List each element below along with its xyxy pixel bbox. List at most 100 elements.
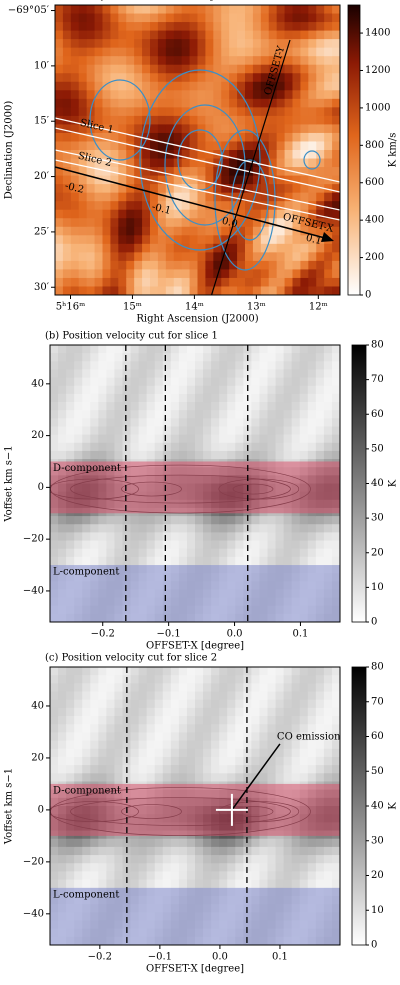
image-cell: [146, 402, 156, 411]
image-cell: [122, 385, 132, 395]
image-cell: [203, 548, 212, 558]
image-cell: [170, 548, 180, 558]
image-cell: [205, 39, 214, 49]
image-cell: [173, 22, 183, 32]
image-cell: [142, 286, 151, 295]
image-cell: [186, 716, 196, 725]
image-cell: [235, 540, 244, 550]
image-cell: [237, 252, 246, 262]
image-cell: [213, 107, 222, 117]
image-cell: [229, 277, 238, 287]
image-cell: [118, 81, 127, 91]
image-cell: [284, 98, 293, 108]
image-cell: [203, 450, 212, 460]
image-cell: [267, 532, 277, 542]
image-cell: [110, 286, 119, 295]
image-cell: [331, 385, 340, 395]
image-cell: [299, 756, 309, 766]
image-cell: [245, 47, 254, 57]
image-cell: [260, 192, 270, 202]
image-cell: [251, 393, 260, 403]
image-cell: [315, 846, 325, 856]
image-cell: [122, 524, 132, 533]
image-cell: [316, 141, 325, 151]
image-cell: [162, 765, 172, 774]
image-cell: [229, 39, 238, 49]
image-cell: [142, 150, 151, 160]
image-cell: [259, 846, 268, 856]
image-cell: [110, 260, 119, 270]
image-cell: [86, 81, 96, 91]
image-cell: [251, 879, 260, 889]
image-cell: [150, 81, 159, 91]
image-cell: [70, 115, 80, 125]
image-cell: [58, 748, 67, 758]
image-cell: [165, 277, 175, 287]
image-cell: [106, 524, 115, 533]
image-cell: [181, 141, 191, 151]
image-cell: [78, 201, 88, 211]
image-cell: [323, 434, 333, 444]
image-cell: [74, 532, 83, 542]
image-cell: [324, 260, 333, 270]
image-cell: [186, 724, 196, 733]
image-cell: [276, 252, 286, 262]
image-cell: [332, 115, 340, 125]
image-cell: [74, 353, 83, 362]
image-cell: [195, 450, 204, 460]
image-cell: [245, 81, 254, 91]
x-tick-label: 0.0: [227, 629, 243, 640]
image-cell: [205, 141, 214, 151]
image-cell: [237, 73, 246, 83]
image-cell: [154, 353, 164, 362]
image-cell: [150, 150, 159, 160]
image-cell: [307, 442, 317, 452]
image-cell: [307, 377, 317, 387]
image-cell: [94, 90, 103, 100]
image-cell: [170, 691, 180, 701]
image-cell: [245, 30, 254, 40]
image-cell: [82, 369, 91, 379]
image-cell: [110, 56, 119, 66]
image-cell: [106, 434, 115, 444]
image-cell: [213, 47, 222, 57]
image-cell: [315, 838, 325, 848]
image-cell: [284, 184, 293, 194]
image-cell: [252, 73, 262, 83]
image-cell: [237, 30, 246, 40]
image-cell: [235, 740, 244, 750]
image-cell: [308, 286, 317, 295]
image-cell: [58, 426, 67, 436]
image-cell: [197, 286, 206, 295]
image-cell: [55, 13, 64, 23]
image-cell: [142, 64, 151, 74]
image-cell: [291, 442, 301, 452]
image-cell: [260, 107, 270, 117]
image-cell: [146, 548, 156, 558]
image-cell: [50, 675, 59, 684]
image-cell: [130, 556, 140, 566]
image-cell: [260, 269, 270, 279]
image-cell: [157, 218, 167, 228]
image-cell: [98, 450, 107, 460]
image-cell: [82, 393, 91, 403]
image-cell: [162, 377, 172, 387]
image-cell: [299, 442, 309, 452]
image-cell: [50, 410, 59, 419]
image-cell: [211, 756, 220, 766]
image-cell: [203, 361, 212, 370]
image-cell: [292, 39, 301, 49]
image-cell: [221, 235, 230, 245]
image-cell: [55, 150, 64, 160]
image-cell: [126, 98, 135, 108]
image-cell: [74, 540, 83, 550]
image-cell: [299, 361, 309, 370]
image-cell: [170, 393, 180, 403]
image-cell: [219, 732, 228, 742]
image-cell: [110, 167, 119, 177]
image-cell: [213, 13, 222, 23]
image-cell: [118, 5, 127, 15]
image-cell: [267, 426, 277, 436]
image-cell: [252, 277, 262, 287]
image-cell: [114, 353, 123, 362]
